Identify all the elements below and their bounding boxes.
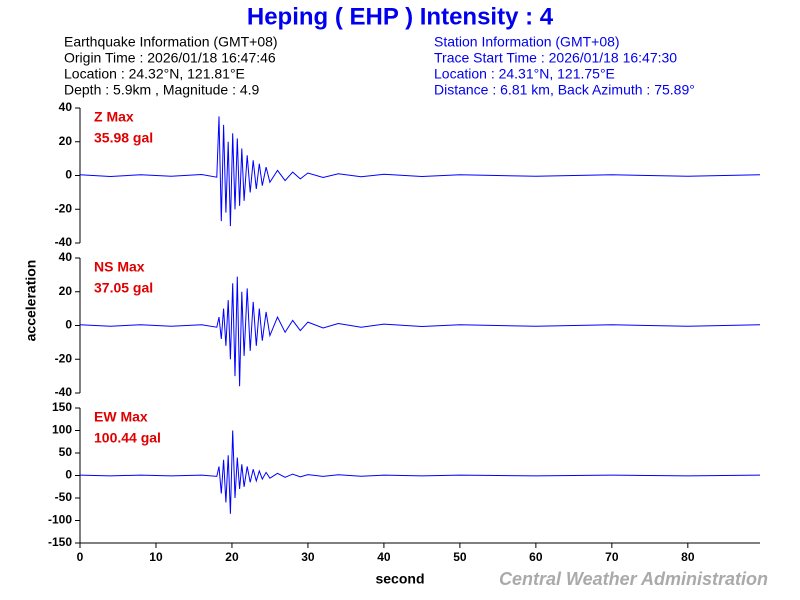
chart-title: Heping ( EHP ) Intensity : 4 [247,3,554,30]
station-info: Station Information (GMT+08) [434,34,620,50]
quake-info: Depth : 5.9km , Magnitude : 4.9 [64,82,260,98]
component-label: Z Max [94,109,134,125]
y-tick-label: -20 [55,351,73,365]
y-tick-label: -100 [48,513,72,527]
quake-info: Origin Time : 2026/01/18 16:47:46 [64,50,276,66]
y-tick-label: 40 [59,100,73,114]
y-tick-label: 0 [65,468,72,482]
x-tick-label: 50 [453,550,467,564]
x-tick-label: 10 [149,550,163,564]
y-tick-label: -40 [55,235,73,249]
footer: Central Weather Administration [499,569,768,589]
component-label: NS Max [94,259,145,275]
max-label: 100.44 gal [94,430,161,446]
x-tick-label: 70 [605,550,619,564]
y-tick-label: 100 [52,423,72,437]
y-tick-label: -50 [55,490,73,504]
y-tick-label: 20 [59,134,73,148]
y-tick-label: 50 [59,445,73,459]
station-info: Trace Start Time : 2026/01/18 16:47:30 [434,50,677,66]
y-tick-label: 150 [52,400,72,414]
x-tick-label: 40 [377,550,391,564]
trace [79,116,761,227]
y-tick-label: 0 [65,318,72,332]
trace [79,430,761,514]
trace [79,276,761,387]
y-tick-label: 0 [65,168,72,182]
quake-info: Location : 24.32°N, 121.81°E [64,66,245,82]
x-tick-label: 20 [225,550,239,564]
component-label: EW Max [94,409,148,425]
y-tick-label: -40 [55,385,73,399]
max-label: 37.05 gal [94,280,153,296]
x-tick-label: 60 [529,550,543,564]
y-tick-label: -150 [48,535,72,549]
station-info: Distance : 6.81 km, Back Azimuth : 75.89… [434,82,695,98]
y-tick-label: 40 [59,250,73,264]
quake-info: Earthquake Information (GMT+08) [64,34,278,50]
x-tick-label: 80 [681,550,695,564]
x-tick-label: 30 [301,550,315,564]
x-axis-label: second [375,571,424,587]
max-label: 35.98 gal [94,130,153,146]
y-tick-label: 20 [59,284,73,298]
y-axis-label: acceleration [23,260,39,342]
x-tick-label: 0 [77,550,84,564]
station-info: Location : 24.31°N, 121.75°E [434,66,615,82]
y-tick-label: -20 [55,201,73,215]
